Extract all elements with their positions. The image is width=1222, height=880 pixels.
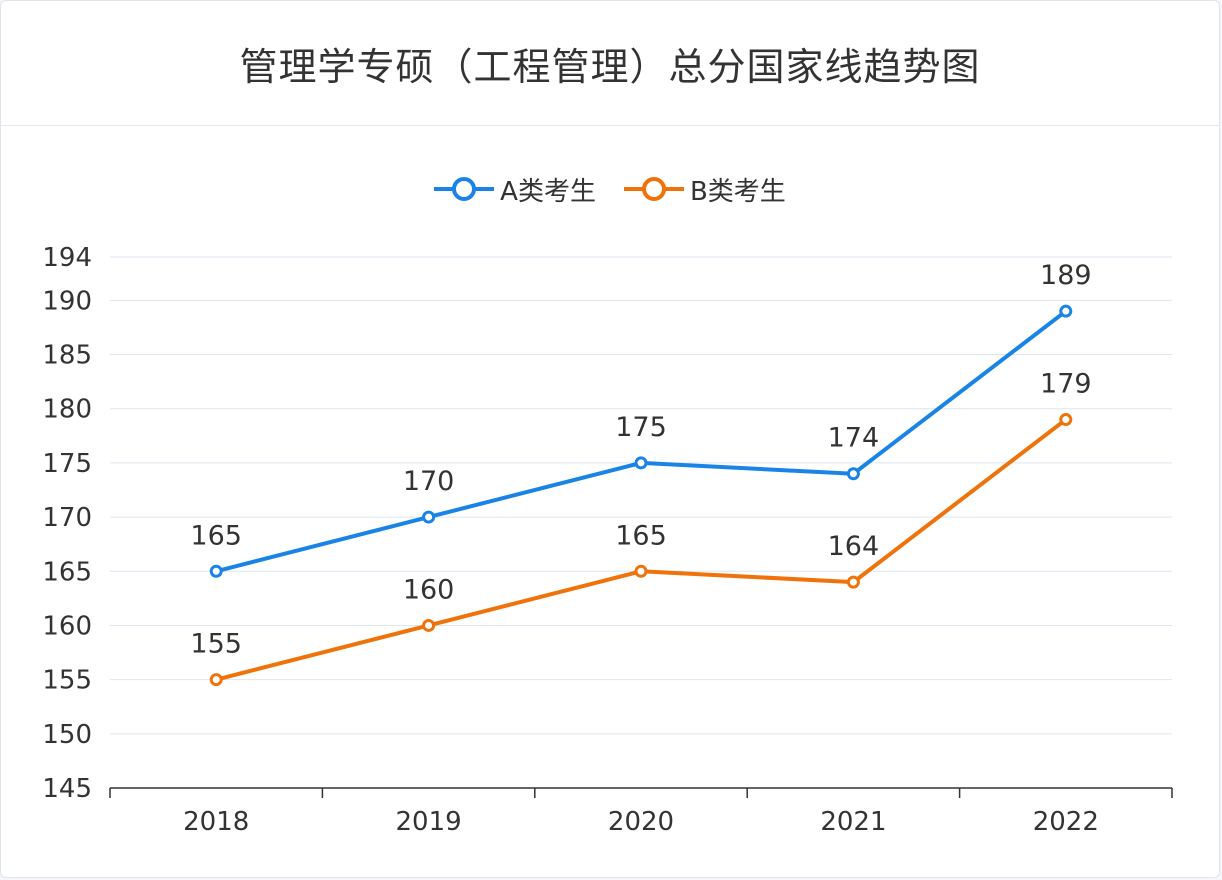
data-point	[634, 456, 648, 470]
legend-item-b[interactable]: B类考生	[623, 169, 786, 209]
legend: A类考生 B类考生	[1, 169, 1219, 209]
x-tick-label: 2022	[1033, 807, 1099, 837]
x-tick-label: 2020	[608, 807, 674, 837]
data-point	[634, 564, 648, 578]
data-label: 175	[615, 412, 667, 443]
y-tick-label: 145	[42, 774, 92, 804]
y-tick-label: 194	[42, 243, 92, 273]
x-tick-label: 2018	[183, 807, 249, 837]
data-label: 165	[615, 520, 667, 551]
data-point	[846, 467, 860, 481]
data-point	[422, 510, 436, 524]
legend-label-a: A类考生	[500, 176, 596, 207]
chart-title: 管理学专硕（工程管理）总分国家线趋势图	[239, 44, 981, 89]
legend-marker-b	[623, 177, 684, 201]
y-tick-label: 155	[42, 666, 92, 696]
x-tick-label: 2019	[396, 807, 462, 837]
y-tick-label: 185	[42, 341, 92, 371]
data-label: 170	[403, 466, 455, 497]
x-tick-label: 2021	[820, 807, 886, 837]
data-label: 165	[190, 520, 242, 551]
y-tick-label: 180	[42, 395, 92, 425]
y-tick-label: 160	[42, 611, 92, 641]
y-tick-label: 190	[42, 286, 92, 316]
legend-label-b: B类考生	[689, 176, 786, 207]
data-label: 155	[190, 629, 242, 660]
data-label: 189	[1040, 260, 1092, 291]
title-bar: 管理学专硕（工程管理）总分国家线趋势图	[1, 1, 1219, 126]
legend-marker-a	[434, 177, 495, 201]
data-point	[1059, 304, 1073, 318]
data-label: 179	[1040, 369, 1092, 400]
data-point	[209, 673, 223, 687]
legend-item-a[interactable]: A类考生	[434, 169, 596, 209]
data-point	[209, 564, 223, 578]
data-label: 160	[403, 574, 455, 605]
y-tick-label: 150	[42, 720, 92, 750]
data-label: 164	[828, 531, 880, 562]
data-label: 174	[828, 423, 880, 454]
y-tick-label: 165	[42, 557, 92, 587]
data-point	[1059, 413, 1073, 427]
data-point	[422, 618, 436, 632]
data-point	[846, 575, 860, 589]
y-tick-label: 175	[42, 449, 92, 479]
y-tick-label: 170	[42, 503, 92, 533]
